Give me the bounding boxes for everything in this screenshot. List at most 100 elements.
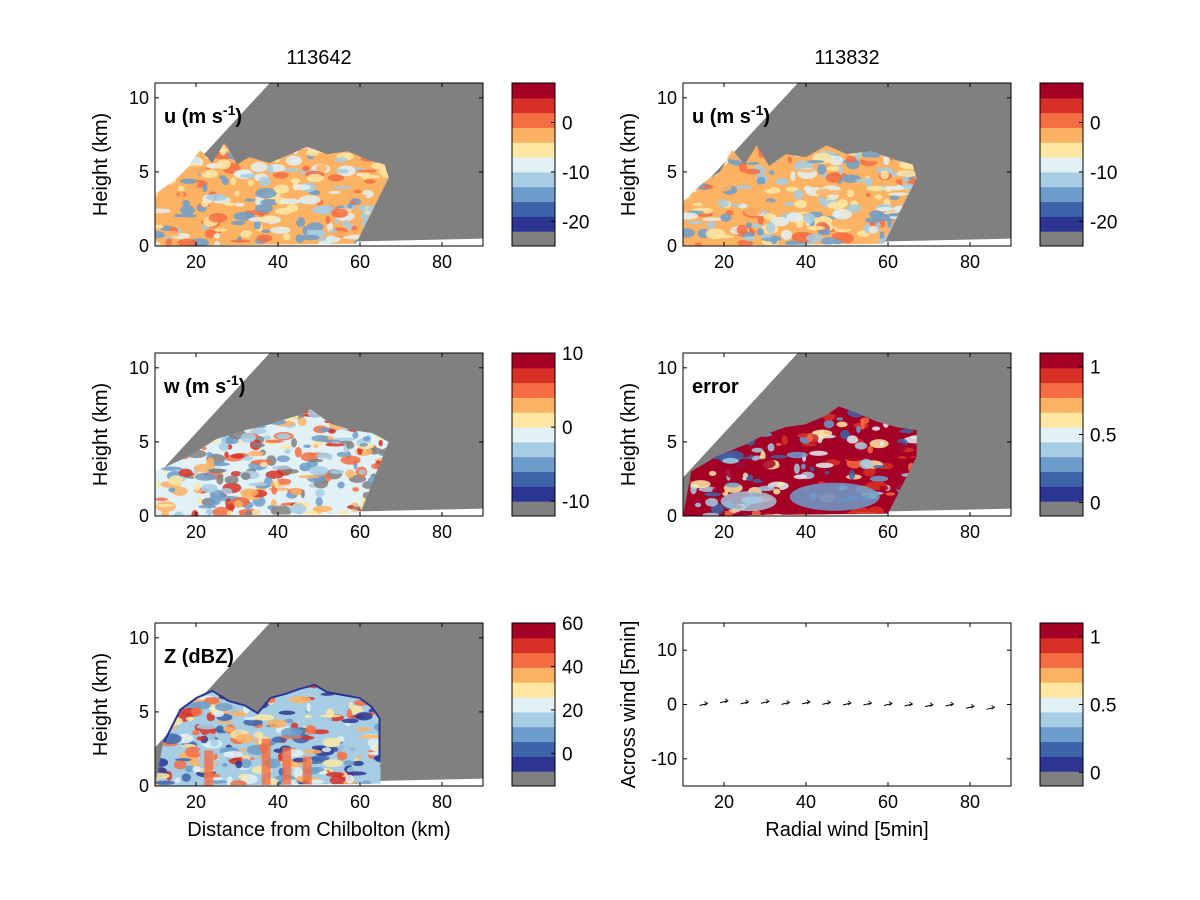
echo-cell bbox=[186, 165, 207, 175]
echo-cell bbox=[272, 171, 289, 179]
echo-cell bbox=[326, 453, 333, 460]
echo-cell bbox=[854, 442, 868, 450]
echo-cell bbox=[757, 214, 765, 225]
echo-cell bbox=[301, 234, 320, 241]
echo-cell bbox=[277, 752, 283, 763]
echo-cell bbox=[201, 683, 210, 687]
column-title-right: 113832 bbox=[814, 47, 879, 69]
echo-cell bbox=[275, 433, 291, 440]
echo-cell bbox=[336, 168, 349, 174]
echo-cell bbox=[355, 712, 373, 721]
colorbar-bin bbox=[512, 486, 555, 502]
echo-cell bbox=[683, 172, 692, 182]
echo-cell bbox=[340, 455, 361, 465]
echo-cell bbox=[776, 482, 785, 487]
wind-arrow bbox=[945, 703, 954, 707]
echo-cell bbox=[180, 214, 197, 218]
colorbar-bin bbox=[1040, 367, 1083, 384]
echo-cell bbox=[806, 433, 814, 442]
axes-frame bbox=[154, 82, 484, 247]
x-tick-label: 60 bbox=[350, 522, 370, 542]
colorbar-tick-label: -20 bbox=[1090, 212, 1117, 233]
echo-cell bbox=[701, 134, 715, 145]
colorbar: 10 0 -10 bbox=[511, 344, 589, 517]
echo-cell bbox=[223, 751, 243, 758]
echo-cell bbox=[163, 230, 181, 237]
echo-cell bbox=[297, 417, 307, 427]
x-tick-label: 40 bbox=[268, 522, 288, 542]
echo-cell bbox=[218, 442, 229, 451]
echo-cell bbox=[276, 455, 290, 463]
echo-cell bbox=[786, 451, 808, 459]
echo-cell bbox=[345, 774, 355, 784]
echo-cell bbox=[775, 442, 782, 446]
echo-cell bbox=[854, 150, 861, 160]
echo-cell bbox=[793, 189, 804, 200]
echo-cell bbox=[224, 475, 239, 485]
echo-cell bbox=[319, 714, 342, 718]
echo-cell bbox=[214, 702, 233, 712]
colorbar-bin bbox=[1040, 441, 1083, 458]
echo-cell bbox=[848, 469, 856, 480]
echo-cell bbox=[167, 683, 178, 685]
echo-cell bbox=[213, 709, 225, 718]
echo-cell bbox=[868, 225, 878, 234]
echo-cell bbox=[171, 486, 188, 496]
echo-cell bbox=[751, 509, 761, 516]
y-tick-label: 10 bbox=[657, 88, 677, 108]
echo-cell bbox=[185, 428, 193, 438]
echo-cell bbox=[161, 425, 174, 436]
echo-cell bbox=[885, 492, 896, 496]
x-tick-label: 20 bbox=[186, 792, 206, 812]
echo-cell bbox=[801, 443, 817, 447]
echo-cell bbox=[383, 241, 389, 246]
echo-cell bbox=[224, 451, 229, 459]
echo-cell bbox=[185, 716, 194, 721]
wind-arrow-head bbox=[868, 700, 873, 706]
wind-arrow bbox=[801, 701, 811, 705]
colorbar-bin bbox=[512, 157, 555, 173]
echo-cell bbox=[725, 482, 741, 488]
echo-cell bbox=[744, 168, 761, 175]
colorbar-bin bbox=[512, 652, 555, 668]
echo-cell bbox=[775, 178, 789, 186]
echo-cell bbox=[183, 220, 204, 230]
echo-cell bbox=[234, 499, 243, 508]
echo-cell bbox=[239, 510, 245, 516]
panel-label: u (m s-1) bbox=[164, 102, 242, 128]
echo-cell bbox=[200, 200, 209, 208]
echo-cell bbox=[330, 208, 349, 218]
echo-cell bbox=[863, 223, 871, 234]
colorbar-bin bbox=[1040, 623, 1083, 639]
echo-cell bbox=[697, 434, 709, 440]
colorbar-bin bbox=[512, 456, 555, 473]
echo-cell bbox=[158, 143, 168, 148]
echo-cell bbox=[194, 473, 217, 481]
echo-cell bbox=[223, 202, 236, 206]
colorbar-bin bbox=[1040, 756, 1083, 772]
echo-cell bbox=[274, 477, 279, 489]
echo-cell bbox=[696, 161, 714, 167]
echo-cell bbox=[821, 237, 836, 245]
echo-cell bbox=[869, 439, 889, 449]
echo-cell bbox=[197, 673, 206, 681]
echo-cell bbox=[787, 156, 792, 164]
echo-cell bbox=[244, 198, 257, 202]
echo-cell bbox=[785, 186, 799, 192]
echo-cell bbox=[691, 149, 710, 154]
echo-cell bbox=[880, 170, 889, 180]
panel-label: error bbox=[692, 376, 739, 398]
echo-cell bbox=[267, 164, 274, 174]
echo-cell bbox=[717, 199, 730, 208]
echo-cell bbox=[166, 434, 172, 443]
echo-cell bbox=[160, 466, 183, 471]
echo-cell bbox=[315, 489, 325, 498]
echo-cell bbox=[846, 511, 854, 516]
echo-cell bbox=[236, 733, 254, 744]
colorbar-bin bbox=[1040, 353, 1083, 369]
echo-cell bbox=[290, 488, 303, 496]
echo-cell bbox=[241, 455, 254, 461]
echo-cell bbox=[683, 454, 693, 464]
